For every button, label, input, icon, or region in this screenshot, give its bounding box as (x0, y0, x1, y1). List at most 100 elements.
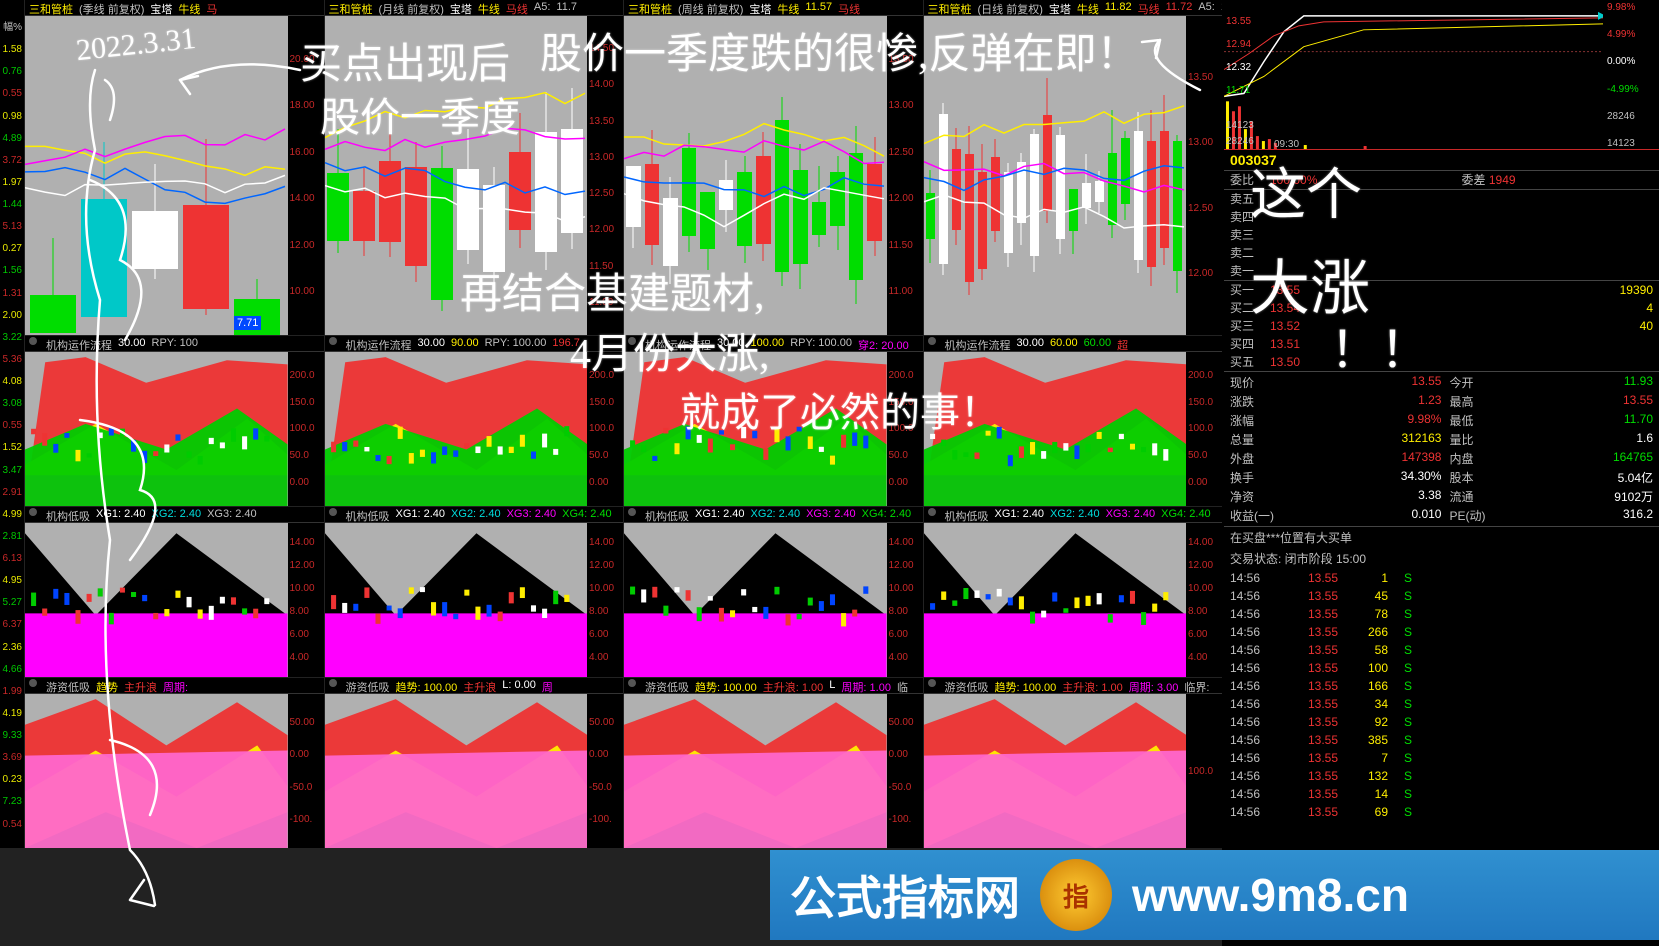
stat-label: PE(动) (1449, 507, 1485, 524)
indicator-panel-dixi-4[interactable]: 机构低吸 XG1: 2.40 XG2: 2.40 XG3: 2.40 XG4: … (924, 507, 1223, 677)
trade-row[interactable]: 14:5613.55166S (1224, 677, 1659, 695)
indicator-panel-youzi-1[interactable]: 游资低吸 趋势 主升浪 周期: 50.000.00-50.0-100. (25, 678, 324, 848)
bid-row[interactable]: 买三13.5240 (1224, 317, 1659, 335)
stat-value: 1.6 (1494, 431, 1654, 448)
settings-icon[interactable] (29, 337, 37, 345)
trading-status: 交易状态: 闭市阶段 15:00 (1224, 548, 1659, 569)
trade-row[interactable]: 14:5613.5558S (1224, 641, 1659, 659)
stat-value: 9.98% (1282, 412, 1441, 429)
bid-row[interactable]: 买二13.544 (1224, 299, 1659, 317)
stat-value: 5.04亿 (1494, 469, 1654, 486)
indicator-canvas[interactable] (25, 523, 288, 677)
stat-label: 换手 (1230, 469, 1274, 486)
indicator-canvas[interactable] (924, 523, 1187, 677)
settings-icon[interactable] (329, 679, 337, 687)
left-percent-axis: 幅%1.580.760.550.984.893.721.971.445.130.… (0, 0, 24, 848)
settings-icon[interactable] (628, 679, 636, 687)
indicator-panel-youzi-4[interactable]: 游资低吸 趋势: 100.00 主升浪: 1.00 周期: 3.00 临界: 1… (924, 678, 1223, 848)
stat-value: 1.23 (1282, 393, 1441, 410)
stat-value: 11.93 (1494, 374, 1654, 391)
indicator-header: 机构低吸 XG1: 2.40 XG2: 2.40 XG3: 2.40 (25, 507, 324, 523)
settings-icon[interactable] (928, 508, 936, 516)
indicator-panel-dixi-2[interactable]: 机构低吸 XG1: 2.40 XG2: 2.40 XG3: 2.40 XG4: … (325, 507, 624, 677)
settings-icon[interactable] (329, 337, 337, 345)
ask-row[interactable]: 卖一 (1224, 262, 1659, 280)
settings-icon[interactable] (329, 508, 337, 516)
chart-canvas[interactable]: 7.71 (25, 16, 288, 335)
indicator-header: 机构低吸 XG1: 2.40 XG2: 2.40 XG3: 2.40 XG4: … (325, 507, 624, 523)
trade-row[interactable]: 14:5613.5534S (1224, 695, 1659, 713)
indicator-canvas[interactable] (924, 352, 1187, 506)
indicator-canvas[interactable] (624, 352, 887, 506)
y-axis: 13.5013.0012.5012.00 (1186, 16, 1222, 335)
indicator-canvas[interactable] (325, 523, 588, 677)
trade-row[interactable]: 14:5613.55385S (1224, 731, 1659, 749)
stat-label: 外盘 (1230, 450, 1274, 467)
chart-canvas[interactable] (624, 16, 887, 335)
trade-row[interactable]: 14:5613.5545S (1224, 587, 1659, 605)
indicator-canvas[interactable] (325, 694, 588, 848)
indicator-panel-dixi-1[interactable]: 机构低吸 XG1: 2.40 XG2: 2.40 XG3: 2.40 14.00… (25, 507, 324, 677)
mini-right-axis: 9.98% 4.99% 0.00% -4.99% 28246 14123 (1603, 2, 1659, 149)
indicator-panel-dixi-3[interactable]: 机构低吸 XG1: 2.40 XG2: 2.40 XG3: 2.40 XG4: … (624, 507, 923, 677)
indicator-canvas[interactable] (25, 352, 288, 506)
price-panel-daily[interactable]: 三和管桩 (日线 前复权) 宝塔 牛线 11.82 马线 11.72 A5: 1… (924, 0, 1223, 335)
trade-row[interactable]: 14:5613.5578S (1224, 605, 1659, 623)
settings-icon[interactable] (928, 679, 936, 687)
stock-code[interactable]: 003037 (1224, 150, 1659, 170)
bid-row[interactable]: 买五13.50 (1224, 353, 1659, 371)
chart-canvas[interactable] (325, 16, 588, 335)
trade-row[interactable]: 14:5613.55266S (1224, 623, 1659, 641)
indicator-panel-jigou-2[interactable]: 机构运作流程 30.00 90.00 RPY: 100.00 196.7 200… (325, 336, 624, 506)
intraday-chart[interactable]: 三和管桩 13.55 (1224, 0, 1659, 150)
indicator-canvas[interactable] (25, 694, 288, 848)
stat-value: 3.38 (1282, 488, 1441, 505)
y-axis: 100.0 (1186, 694, 1222, 848)
stat-value: 13.55 (1494, 393, 1654, 410)
settings-icon[interactable] (928, 337, 936, 345)
ask-row[interactable]: 卖五 (1224, 190, 1659, 208)
settings-icon[interactable] (29, 508, 37, 516)
indicator-panel-youzi-3[interactable]: 游资低吸 趋势: 100.00 主升浪: 1.00 L 周期: 1.00 临 5… (624, 678, 923, 848)
ask-row[interactable]: 卖四 (1224, 208, 1659, 226)
trade-row[interactable]: 14:5613.5569S (1224, 803, 1659, 821)
indicator-panel-jigou-4[interactable]: 机构运作流程 30.00 60.00 60.00 超 200.0150.0100… (924, 336, 1223, 506)
indicator-panel-jigou-1[interactable]: 机构运作流程 30.00 RPY: 100 200.0150.0100.050.… (25, 336, 324, 506)
indicator-canvas[interactable] (624, 694, 887, 848)
ask-row[interactable]: 卖三 (1224, 226, 1659, 244)
settings-icon[interactable] (29, 679, 37, 687)
bid-row[interactable]: 买一13.5519390 (1224, 281, 1659, 299)
trade-row[interactable]: 14:5613.551S (1224, 569, 1659, 587)
ask-row[interactable]: 卖二 (1224, 244, 1659, 262)
y-axis: 200.0150.0100.050.00.00 (1186, 352, 1222, 506)
price-panel-quarterly[interactable]: 三和管桩 (季线 前复权) 宝塔 牛线 马 7.71 20.0018.0016.… (25, 0, 324, 335)
trade-row[interactable]: 14:5613.557S (1224, 749, 1659, 767)
watermark-logo-icon: 指 (1040, 859, 1112, 931)
indicator-panel-jigou-3[interactable]: 机构运作流程 30.00 100.00 RPY: 100.00 穿2: 20.0… (624, 336, 923, 506)
trade-row[interactable]: 14:5613.55100S (1224, 659, 1659, 677)
indicator-header: 机构运作流程 30.00 90.00 RPY: 100.00 196.7 (325, 336, 624, 352)
trade-row[interactable]: 14:5613.5514S (1224, 785, 1659, 803)
settings-icon[interactable] (628, 508, 636, 516)
settings-icon[interactable] (628, 337, 636, 345)
trade-row[interactable]: 14:5613.5592S (1224, 713, 1659, 731)
indicator-canvas[interactable] (325, 352, 588, 506)
price-panel-monthly[interactable]: 三和管桩 (月线 前复权) 宝塔 牛线 马线 A5: 11.7 14.5014.… (325, 0, 624, 335)
stat-value: 0.010 (1282, 507, 1441, 524)
stock-name: 三和管桩 (29, 1, 73, 14)
indicator-header: 机构低吸 XG1: 2.40 XG2: 2.40 XG3: 2.40 XG4: … (624, 507, 923, 523)
indicator-header: 游资低吸 趋势: 100.00 主升浪: 1.00 L 周期: 1.00 临 (624, 678, 923, 694)
trade-row[interactable]: 14:5613.55132S (1224, 767, 1659, 785)
indicator-canvas[interactable] (624, 523, 887, 677)
indicator-panel-youzi-2[interactable]: 游资低吸 趋势: 100.00 主升浪 L: 0.00 周 50.000.00-… (325, 678, 624, 848)
y-axis: 14.0012.0010.008.006.004.00 (288, 523, 324, 677)
chart-grid: 幅%1.580.760.550.984.893.721.971.445.130.… (0, 0, 1222, 946)
indicator-canvas[interactable] (924, 694, 1187, 848)
bid-row[interactable]: 买四13.51 (1224, 335, 1659, 353)
stat-value: 312163 (1282, 431, 1441, 448)
stat-value: 316.2 (1494, 507, 1654, 524)
quote-panel: 三和管桩 13.55 (1224, 0, 1659, 946)
price-panel-weekly[interactable]: 三和管桩 (周线 前复权) 宝塔 牛线 11.57 马线 13.5013.001… (624, 0, 923, 335)
chart-canvas[interactable] (924, 16, 1187, 335)
y-axis: 14.0012.0010.008.006.004.00 (1186, 523, 1222, 677)
